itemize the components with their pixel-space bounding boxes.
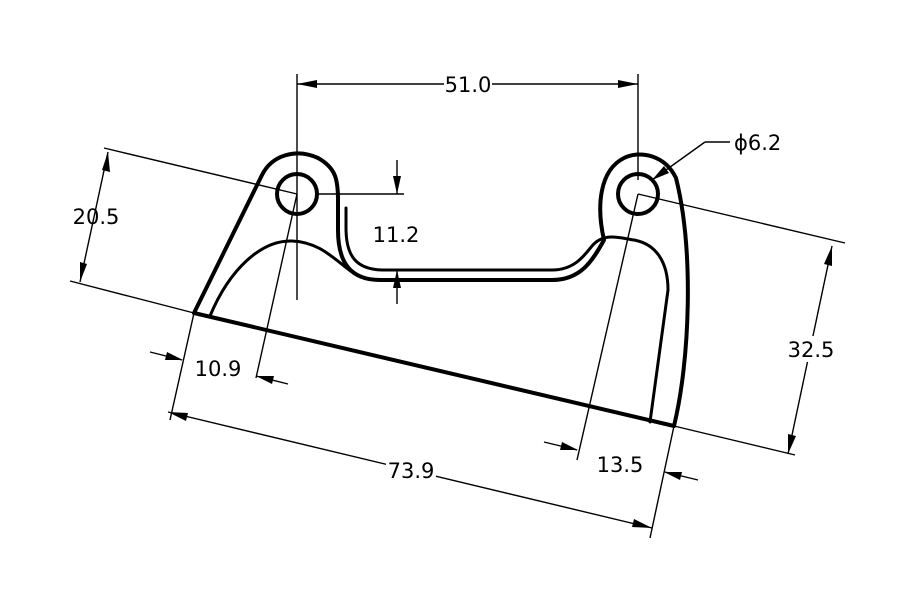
overall-length-label: 73.9 [388,459,435,483]
inner-arch [208,239,354,318]
dimension-left-offset: 10.9 [149,193,298,421]
dimension-hole-spacing: 51.0 [296,72,639,300]
dimension-slot-depth: 11.2 [318,160,419,304]
outer-contour [192,151,690,428]
right-offset-label: 13.5 [597,453,644,477]
dimension-right-offset: 13.5 [543,193,699,539]
right-height-label: 32.5 [788,338,835,362]
hole-spacing-label: 51.0 [445,73,492,97]
dimension-left-height: 20.5 [69,147,298,314]
slot-depth-label: 11.2 [373,223,420,247]
hole-diameter-label: ϕ6.2 [734,131,781,155]
bracket-outline [192,151,690,428]
dimension-hole-diameter: ϕ6.2 [651,131,781,181]
dimension-right-height: 32.5 [637,193,846,456]
left-offset-label: 10.9 [195,357,242,381]
dimension-overall-length: 73.9 [167,411,653,529]
left-height-label: 20.5 [73,205,120,229]
slot-inner-line [344,206,670,424]
